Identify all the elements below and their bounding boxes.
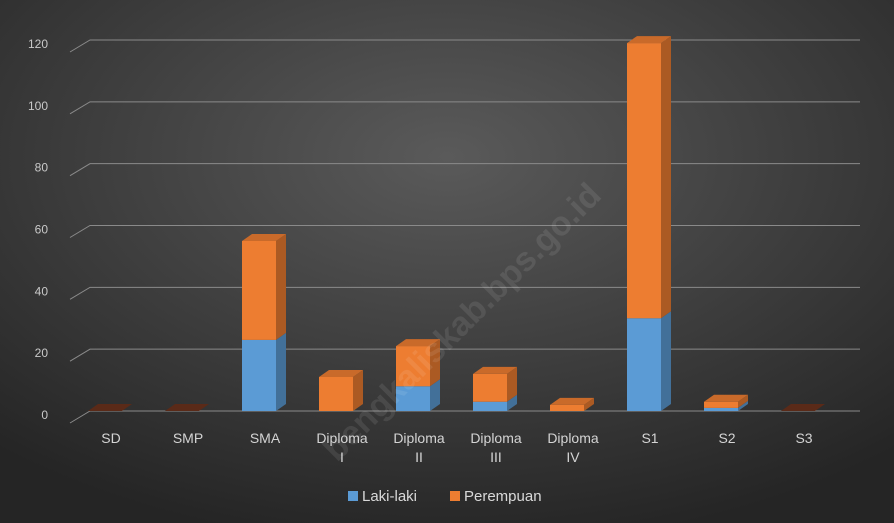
x-category-label: III <box>490 449 502 465</box>
x-category-label: S2 <box>718 430 735 446</box>
bar-segment-perempuan <box>627 43 661 319</box>
x-category-label: Diploma <box>547 430 599 446</box>
x-category-label: II <box>415 449 423 465</box>
bar-segment-perempuan <box>396 346 430 387</box>
x-category-label: I <box>340 449 344 465</box>
bar-side-perempuan <box>430 339 440 387</box>
bars <box>88 36 825 411</box>
bar-zero-marker <box>781 404 825 411</box>
bar-segment-laki-laki <box>627 318 661 411</box>
bar-zero-marker <box>88 404 132 411</box>
x-axis-labels: SD SMP SMA Diploma I Diploma II Diploma III Diplo… <box>101 430 813 465</box>
y-tick-label: 120 <box>28 37 48 51</box>
bar-segment-perempuan <box>473 373 507 402</box>
bar-segment-laki-laki <box>704 407 738 411</box>
gridlines <box>69 39 860 424</box>
bar-top-perempuan <box>627 36 671 44</box>
bar-side-perempuan <box>353 369 363 411</box>
bar-segment-laki-laki <box>396 386 430 411</box>
x-category-label: Diploma <box>393 430 445 446</box>
legend-swatch <box>450 491 460 501</box>
bar-side-laki-laki <box>430 379 440 411</box>
x-category-label: IV <box>566 449 580 465</box>
bar-side-perempuan <box>738 394 748 408</box>
y-tick-label: 100 <box>28 99 48 113</box>
bar-top-perempuan <box>550 397 594 405</box>
bar-side-laki-laki <box>661 311 671 411</box>
x-category-label: Diploma <box>316 430 368 446</box>
bar-segment-perempuan <box>319 376 353 411</box>
bar-segment-perempuan <box>242 240 276 340</box>
bar-side-laki-laki <box>507 394 517 411</box>
bar-top-perempuan <box>242 233 286 241</box>
bar-side-laki-laki <box>738 400 748 411</box>
bar-side-laki-laki <box>276 332 286 411</box>
y-tick-label: 60 <box>35 223 49 237</box>
x-category-label: SMA <box>250 430 281 446</box>
y-tick-label: 0 <box>41 408 48 422</box>
gridline <box>69 39 860 53</box>
gridline <box>69 286 860 300</box>
bar-side-perempuan <box>584 397 594 411</box>
y-tick-label: 40 <box>35 284 49 298</box>
x-category-label: SMP <box>173 430 203 446</box>
bar-segment-laki-laki <box>242 339 276 411</box>
bar-zero-marker <box>165 404 209 411</box>
legend: Laki-laki Perempuan <box>348 488 542 505</box>
y-axis-ticks: 0 20 40 60 80 100 120 <box>28 37 48 422</box>
gridline <box>69 348 860 362</box>
bar-side-perempuan <box>507 366 517 402</box>
y-tick-label: 20 <box>35 346 49 360</box>
legend-label: Laki-laki <box>362 488 417 505</box>
bar-segment-laki-laki <box>473 401 507 411</box>
x-category-label: S1 <box>641 430 658 446</box>
bar-segment-perempuan <box>550 404 584 411</box>
bar-top-perempuan <box>396 339 440 347</box>
gridline <box>69 225 860 238</box>
legend-swatch <box>348 491 358 501</box>
legend-label: Perempuan <box>464 488 542 505</box>
x-category-label: Diploma <box>470 430 522 446</box>
bar-side-perempuan <box>661 36 671 319</box>
x-category-label: SD <box>101 430 120 446</box>
bar-top-perempuan <box>319 369 363 377</box>
bar-side-perempuan <box>276 233 286 340</box>
gridline <box>69 163 860 177</box>
y-tick-label: 80 <box>35 161 49 175</box>
x-category-label: S3 <box>795 430 812 446</box>
bar-segment-perempuan <box>704 401 738 408</box>
bar-top-perempuan <box>473 366 517 374</box>
bar-top-perempuan <box>704 394 748 402</box>
gridline <box>69 101 860 115</box>
